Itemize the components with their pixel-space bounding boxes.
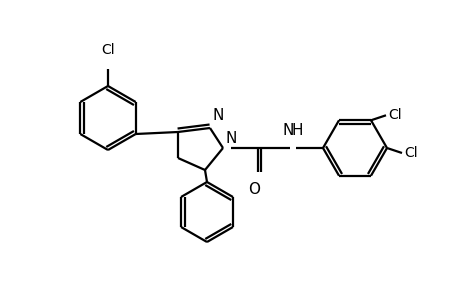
Text: N: N <box>225 131 237 146</box>
Text: H: H <box>291 123 302 138</box>
Text: Cl: Cl <box>403 146 417 160</box>
Text: N: N <box>282 123 293 138</box>
Text: N: N <box>213 108 224 123</box>
Text: Cl: Cl <box>387 108 401 122</box>
Text: O: O <box>247 182 259 197</box>
Text: Cl: Cl <box>101 43 115 57</box>
